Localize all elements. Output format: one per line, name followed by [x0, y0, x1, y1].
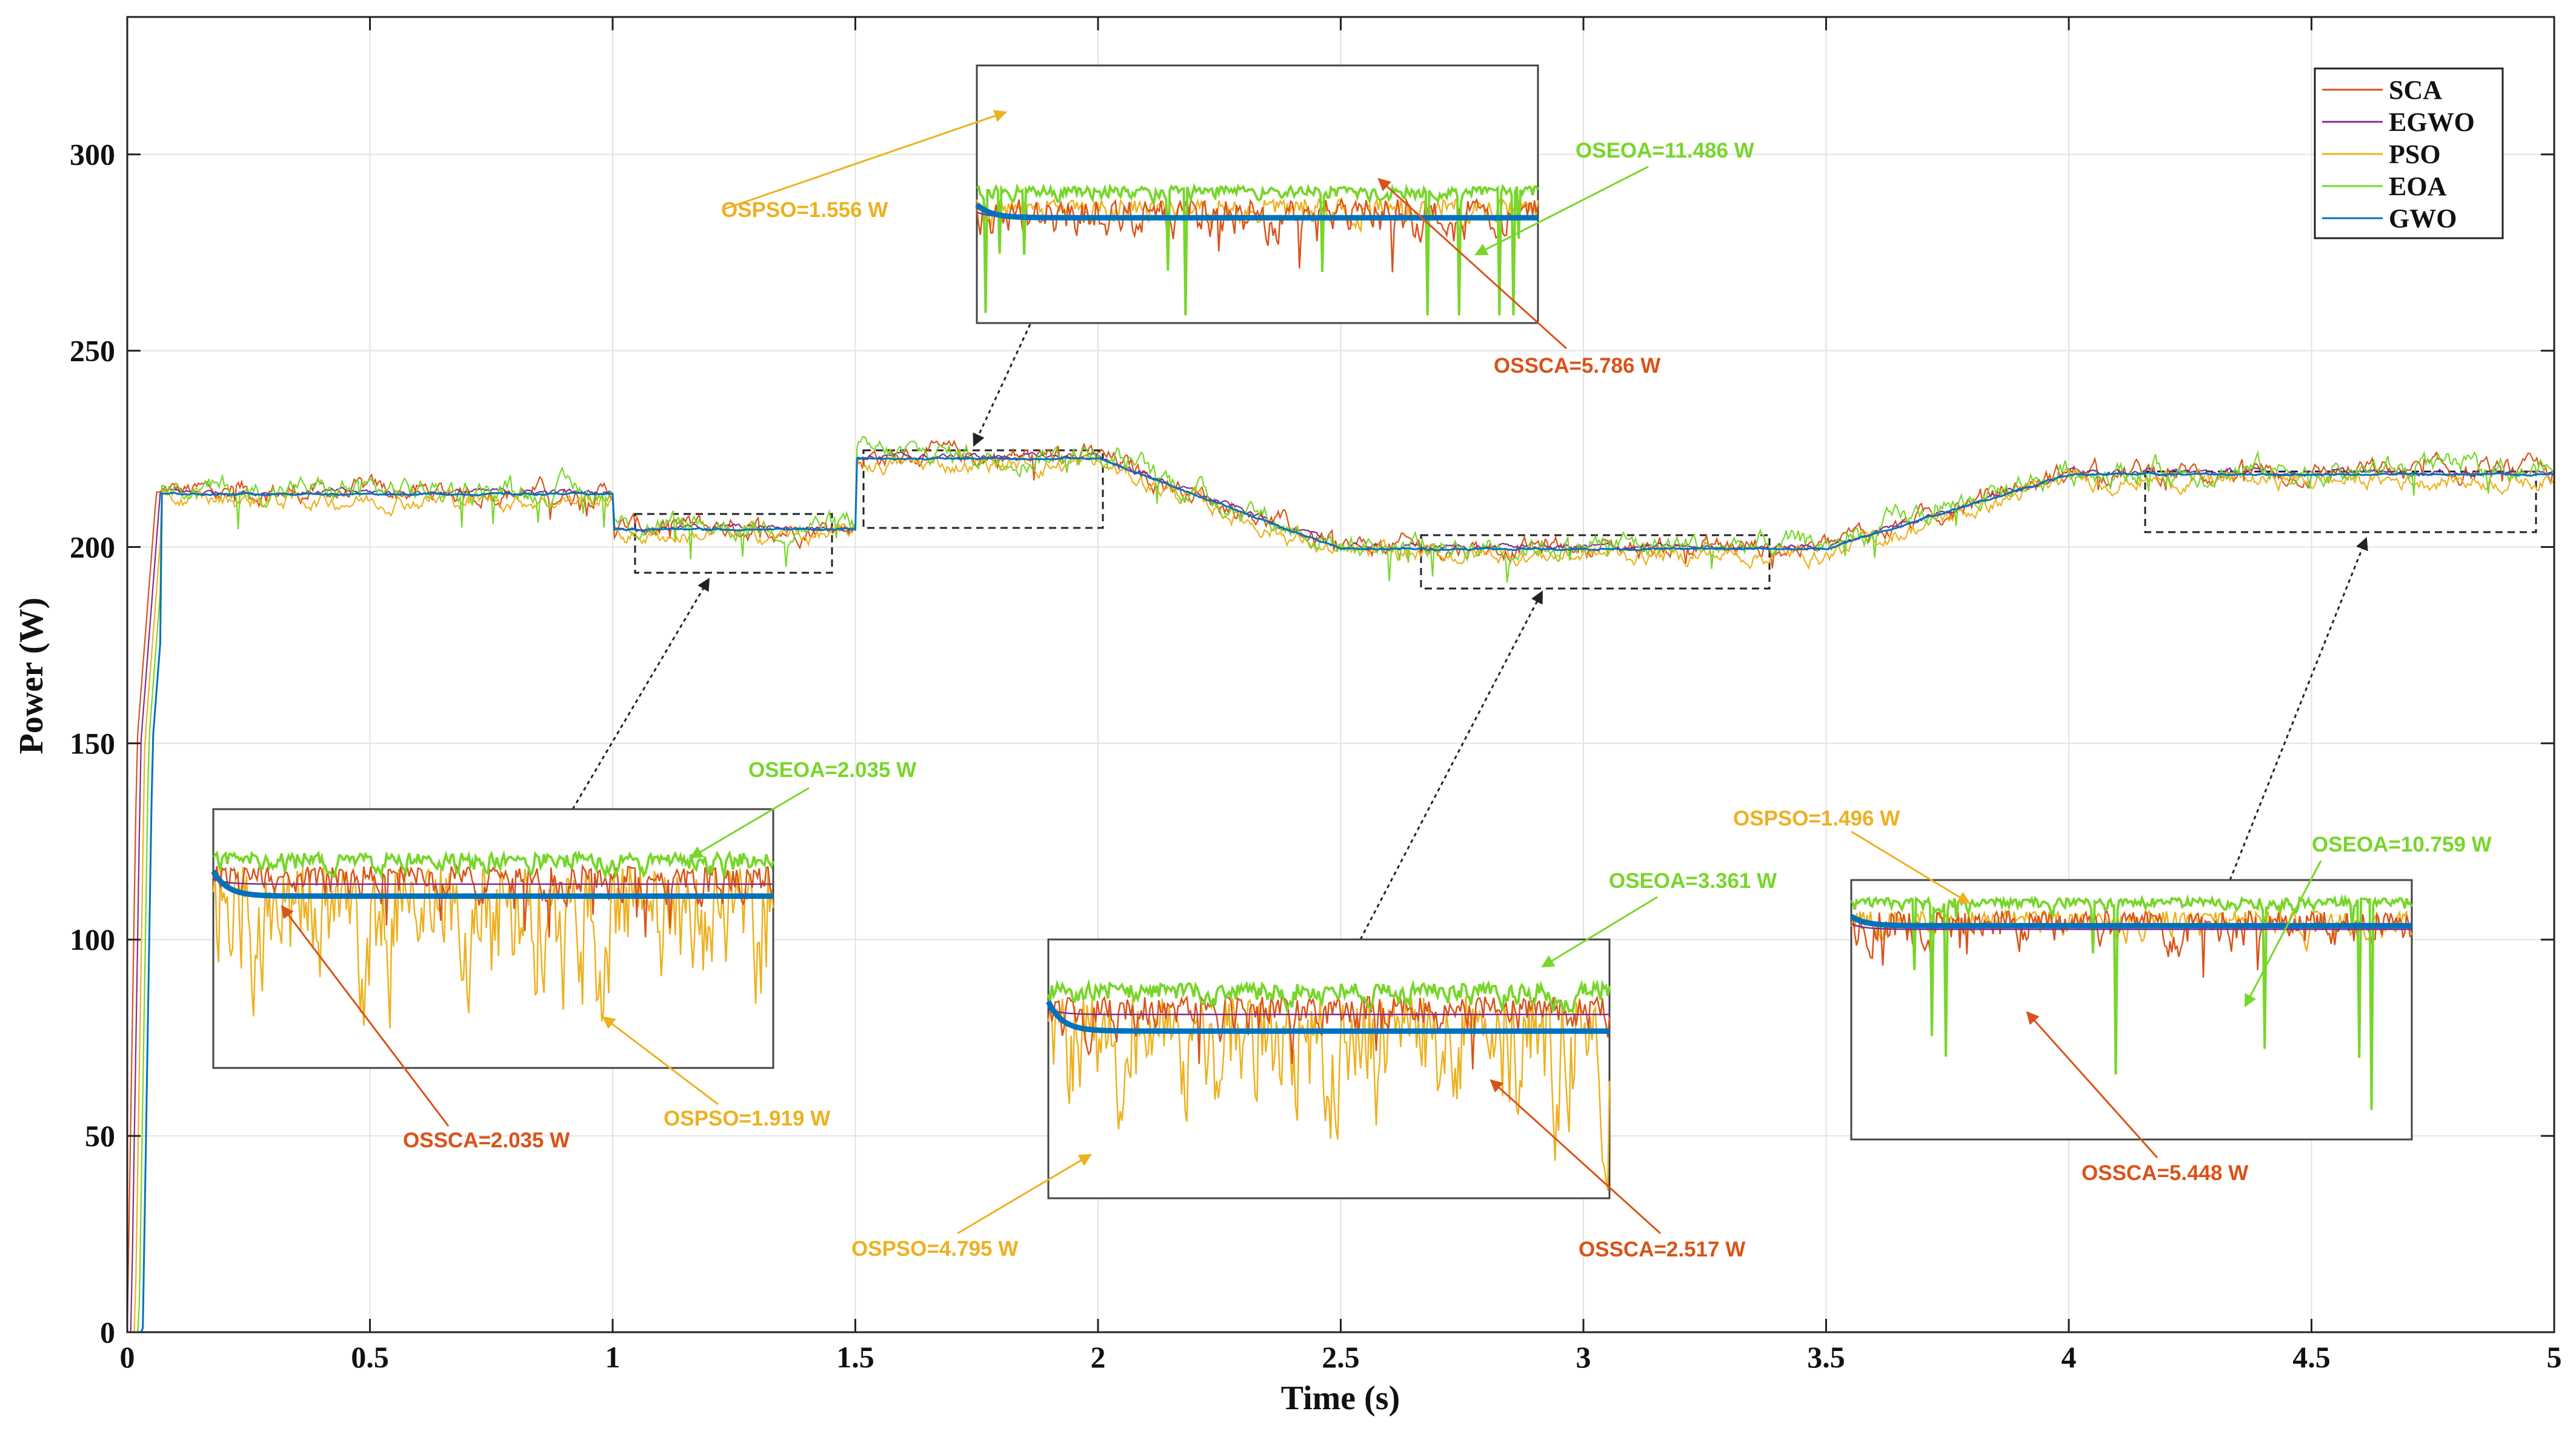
y-tick-label: 50 [85, 1119, 115, 1153]
series-line-gwo [127, 456, 2555, 1333]
x-tick-label: 3 [1576, 1340, 1591, 1374]
zoom-links [571, 324, 2537, 940]
inset-plot-2 [211, 808, 774, 1069]
annotation-label: OSPSO=4.795 W [851, 1237, 1018, 1261]
annotation-label: OSPSO=1.496 W [1733, 807, 1900, 830]
legend-label-gwo: GWO [2389, 204, 2457, 233]
annotation-arrow [724, 110, 1007, 210]
zoom-region [1420, 534, 1771, 590]
x-tick-label: 4 [2062, 1340, 2077, 1374]
annotation-label: OSEOA=3.361 W [1609, 869, 1777, 893]
annotation-label: OSPSO=1.919 W [664, 1107, 830, 1130]
zoom-link-arrow [973, 324, 1031, 447]
series-line-egwo [127, 451, 2555, 1333]
y-tick-label: 100 [70, 922, 115, 956]
legend-label-sca: SCA [2389, 75, 2442, 105]
x-tick-label: 2 [1091, 1340, 1106, 1374]
annotation-arrow [690, 787, 810, 859]
y-axis-label: Power (W) [13, 598, 50, 755]
legend-label-egwo: EGWO [2389, 107, 2475, 137]
x-axis-label: Time (s) [1281, 1379, 1400, 1417]
x-tick-label: 3.5 [1807, 1340, 1845, 1374]
annotation-arrow [957, 1153, 1092, 1235]
inset-line-gwo [1849, 914, 2412, 929]
annotations: OSPSO=1.556 W OSEOA=11.486 W OSSCA=5.786 W… [281, 110, 2492, 1261]
annotation-arrow [281, 905, 450, 1127]
zoom-link-arrow [2229, 537, 2368, 881]
annotation-arrow [1851, 830, 1971, 904]
x-tick-label: 0.5 [351, 1340, 389, 1374]
inset-line-gwo [975, 202, 1538, 221]
inset-frame [1047, 938, 1611, 1199]
annotation-label: OSPSO=1.556 W [721, 198, 888, 222]
inset-line-gwo [1045, 1000, 1609, 1034]
annotation-arrow [602, 1016, 719, 1106]
annotation-arrow [1377, 178, 1568, 350]
annotation-label: OSSCA=5.786 W [1494, 354, 1660, 378]
inset-line-eoa [212, 850, 774, 881]
inset-line-egwo [1851, 923, 2412, 930]
annotation-arrow [2026, 1011, 2158, 1159]
zoom-link-arrow [571, 578, 710, 810]
inset-line-eoa [1047, 978, 1611, 1015]
legend-label-pso: PSO [2389, 139, 2441, 169]
x-tick-label: 5 [2547, 1340, 2562, 1374]
annotation-label: OSEOA=2.035 W [748, 758, 916, 782]
inset-line-sca [212, 863, 774, 938]
inset-line-sca [976, 196, 1539, 273]
inset-line-gwo [211, 870, 773, 899]
inset-plot-4 [1849, 879, 2413, 1141]
inset-line-pso [976, 197, 1539, 233]
inset-plot-3 [1045, 938, 1611, 1199]
annotation-arrow [1489, 1079, 1662, 1235]
inset-frame [212, 808, 774, 1069]
annotation-arrow [1541, 896, 1658, 968]
x-tick-label: 1.5 [836, 1340, 874, 1374]
x-tick-label: 2.5 [1322, 1340, 1360, 1374]
x-tick-label: 0 [120, 1340, 135, 1374]
inset-line-egwo [213, 878, 773, 886]
x-tick-label: 4.5 [2292, 1340, 2331, 1374]
inset-line-sca [1047, 995, 1611, 1070]
annotation-label: OSEOA=11.486 W [1576, 139, 1754, 162]
annotation-arrow [1474, 165, 1649, 256]
annotation-arrow [2244, 860, 2322, 1007]
annotation-label: OSSCA=2.517 W [1579, 1238, 1745, 1261]
inset-line-pso [212, 866, 774, 1029]
y-tick-label: 200 [70, 530, 115, 564]
y-tick-label: 0 [100, 1315, 115, 1349]
inset-line-egwo [1048, 1009, 1609, 1016]
annotation-label: OSEOA=10.759 W [2312, 833, 2492, 856]
inset-line-eoa [976, 182, 1539, 316]
y-tick-label: 300 [70, 138, 115, 172]
zoom-region [634, 513, 833, 574]
zoom-region [862, 449, 1104, 529]
annotation-label: OSSCA=2.035 W [403, 1129, 570, 1152]
y-tick-label: 150 [70, 726, 115, 760]
inset-line-eoa [1850, 893, 2413, 1110]
legend-label-eoa: EOA [2389, 172, 2447, 201]
y-tick-label: 250 [70, 334, 115, 368]
annotation-label: OSSCA=5.448 W [2082, 1161, 2248, 1185]
inset-plot-1 [975, 64, 1539, 324]
x-tick-label: 1 [605, 1340, 621, 1374]
series-layer [126, 436, 2555, 1333]
